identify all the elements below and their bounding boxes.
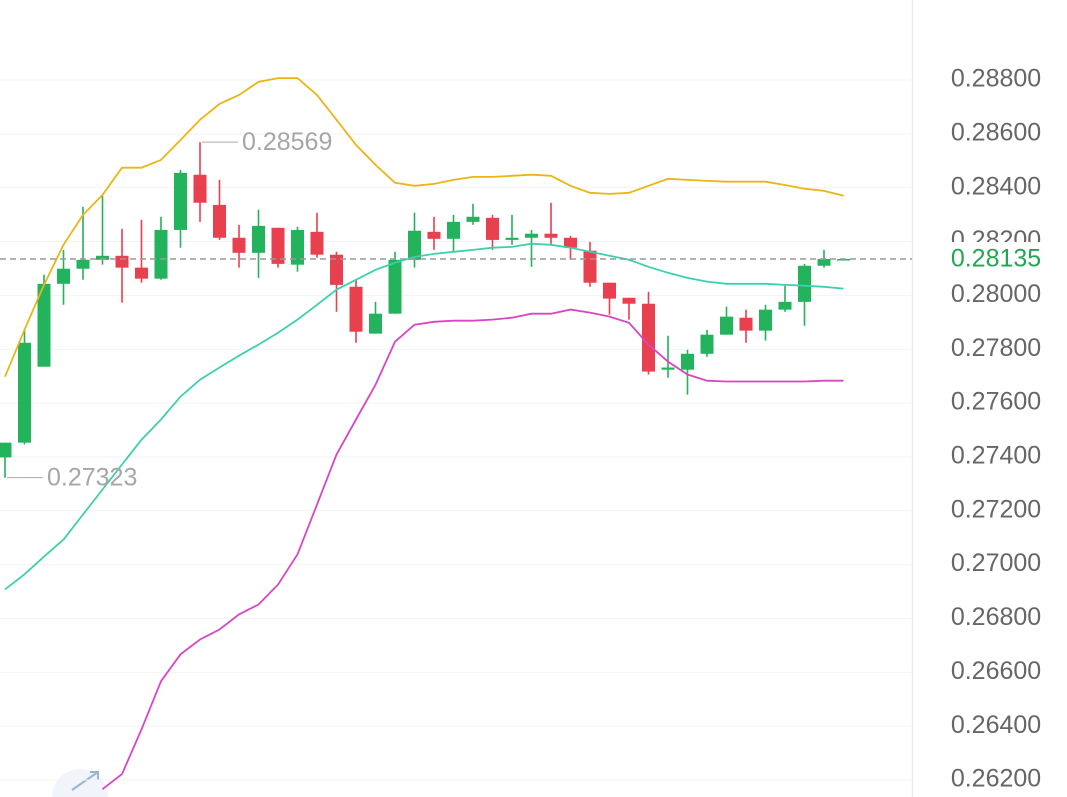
candle-body <box>349 286 363 332</box>
candle-body <box>76 259 90 269</box>
y-tick-label: 0.26200 <box>951 765 1041 793</box>
candle-body <box>700 334 714 354</box>
candle-body <box>798 265 811 302</box>
candle-body <box>213 204 226 238</box>
y-tick-label: 0.27400 <box>951 442 1041 470</box>
candle-body <box>778 301 792 310</box>
candle-body <box>18 342 31 443</box>
candle-body <box>388 259 402 314</box>
candle-body <box>720 316 733 335</box>
annotation-label: 0.27323 <box>47 463 137 491</box>
y-tick-label: 0.27200 <box>951 495 1041 523</box>
candle-body <box>0 442 12 458</box>
y-tick-label: 0.26800 <box>951 603 1041 631</box>
band-line <box>4 242 844 591</box>
candle-body <box>310 231 324 255</box>
candle-body <box>486 217 499 240</box>
candle-body <box>661 367 675 370</box>
candle-body <box>622 297 636 304</box>
candle-body <box>330 254 343 285</box>
candle-body <box>154 229 168 279</box>
candle-body <box>115 255 129 268</box>
candle-body <box>193 174 207 203</box>
expand-icon[interactable] <box>52 769 108 797</box>
candle-body <box>759 309 772 331</box>
candle-body <box>252 225 265 253</box>
band-line <box>4 77 844 378</box>
candle-body <box>544 233 558 238</box>
candle-body <box>427 231 441 239</box>
candle-body <box>408 230 421 260</box>
candle-body <box>369 313 382 334</box>
annotation-label: 0.28569 <box>242 128 332 156</box>
plot-area <box>0 77 912 790</box>
candle-body <box>174 172 187 230</box>
candle-body <box>583 250 597 283</box>
candle-body <box>642 303 655 372</box>
candle-body <box>603 282 616 299</box>
y-tick-label: 0.28400 <box>951 172 1041 200</box>
y-tick-label: 0.27600 <box>951 388 1041 416</box>
candle-body <box>135 267 148 279</box>
candle-body <box>291 229 304 265</box>
candle-body <box>564 237 577 248</box>
candle-body <box>447 221 460 239</box>
candle-body <box>57 268 70 284</box>
y-tick-label: 0.26400 <box>951 711 1041 739</box>
y-tick-label: 0.28800 <box>951 65 1041 93</box>
last-price-label: 0.28135 <box>951 245 1041 273</box>
candle-body <box>681 353 694 370</box>
candle-body <box>96 255 109 260</box>
candle-body <box>466 216 480 222</box>
band-line <box>101 308 844 790</box>
candle-body <box>37 283 51 367</box>
y-tick-label: 0.28600 <box>951 118 1041 146</box>
candle-body <box>739 317 753 331</box>
candle-body <box>232 237 246 253</box>
y-tick-label: 0.27000 <box>951 549 1041 577</box>
last-price-box <box>918 242 1064 277</box>
candle-body <box>505 237 519 240</box>
y-tick-label: 0.27800 <box>951 334 1041 362</box>
candle-body <box>817 259 831 266</box>
y-tick-label: 0.26600 <box>951 657 1041 685</box>
candle-body <box>271 227 285 264</box>
candle-body <box>525 233 538 238</box>
y-tick-label: 0.28000 <box>951 280 1041 308</box>
